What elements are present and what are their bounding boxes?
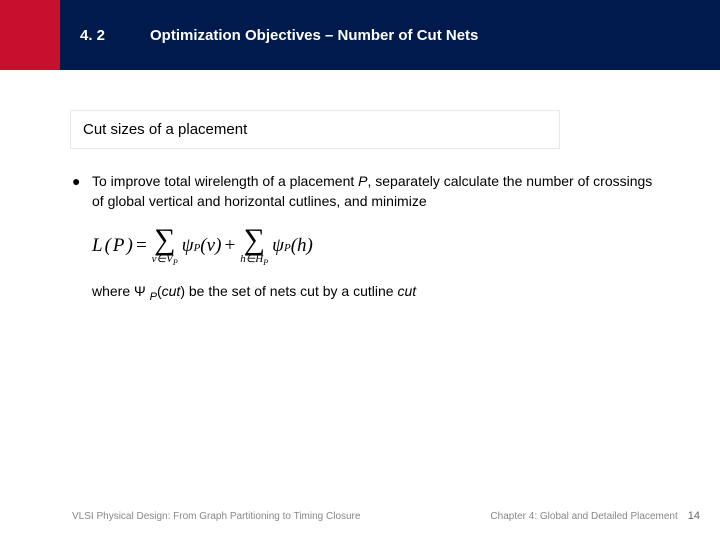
sum-2: ∑ h∈HP (240, 226, 268, 267)
psi-sub-1: P (194, 241, 201, 257)
formula-plus: + (223, 232, 236, 260)
header-red-block (0, 0, 60, 70)
psi-arg-v: v (207, 232, 215, 260)
footer-left: VLSI Physical Design: From Graph Partiti… (72, 511, 360, 522)
where-cut1: cut (162, 283, 181, 299)
sum1-sub: v∈VP (152, 254, 178, 267)
psi-sub-2: P (284, 241, 291, 257)
where-prefix: where Ψ (92, 283, 150, 299)
sum2-sub-p: P (263, 258, 268, 267)
formula-eq: = (135, 232, 148, 260)
bullet-text-1: To improve total wirelength of a placeme… (92, 173, 358, 189)
where-cut2: cut (397, 283, 416, 299)
section-number: 4. 2 (60, 27, 140, 44)
where-sub-p: P (150, 291, 157, 303)
formula-rparen: ) (127, 232, 133, 260)
sum2-sub: h∈HP (240, 254, 268, 267)
page-number: 14 (688, 510, 700, 522)
where-after: ) be the set of nets cut by a cutline (180, 283, 397, 299)
formula-block: L(P) = ∑ v∈VP ψP(v) + ∑ h∈HP ψP(h) (92, 226, 660, 267)
formula: L(P) = ∑ v∈VP ψP(v) + ∑ h∈HP ψP(h) (92, 226, 660, 267)
sigma-2: ∑ (243, 226, 264, 253)
section-title: Optimization Objectives – Number of Cut … (140, 27, 478, 44)
slide-footer: VLSI Physical Design: From Graph Partiti… (0, 510, 720, 522)
psi-arg-h: h (297, 232, 307, 260)
psi-term-2: ψP(h) (272, 232, 313, 260)
sum1-sub-p: P (173, 258, 178, 267)
formula-P: P (113, 232, 125, 260)
sum1-sub-text: v∈V (152, 253, 173, 265)
sum2-sub-text: h∈H (240, 253, 263, 265)
header-navy-block: 4. 2 Optimization Objectives – Number of… (60, 0, 720, 70)
psi-1: ψ (182, 232, 194, 260)
content-area: ● To improve total wirelength of a place… (72, 171, 660, 306)
formula-L: L (92, 232, 103, 260)
psi-term-1: ψP(v) (182, 232, 222, 260)
sum-1: ∑ v∈VP (152, 226, 178, 267)
footer-chapter: Chapter 4: Global and Detailed Placement (490, 511, 677, 522)
formula-lparen: ( (105, 232, 111, 260)
bullet-item: ● To improve total wirelength of a place… (72, 171, 660, 212)
subheading: Cut sizes of a placement (70, 110, 560, 149)
psi1-rparen: ) (215, 232, 221, 260)
sigma-1: ∑ (154, 226, 175, 253)
bullet-text: To improve total wirelength of a placeme… (92, 171, 660, 212)
psi-2: ψ (272, 232, 284, 260)
footer-right: Chapter 4: Global and Detailed Placement… (490, 510, 700, 522)
slide-header: 4. 2 Optimization Objectives – Number of… (0, 0, 720, 70)
where-line: where Ψ P(cut) be the set of nets cut by… (92, 281, 660, 306)
psi2-rparen: ) (307, 232, 313, 260)
bullet-marker: ● (72, 171, 92, 212)
